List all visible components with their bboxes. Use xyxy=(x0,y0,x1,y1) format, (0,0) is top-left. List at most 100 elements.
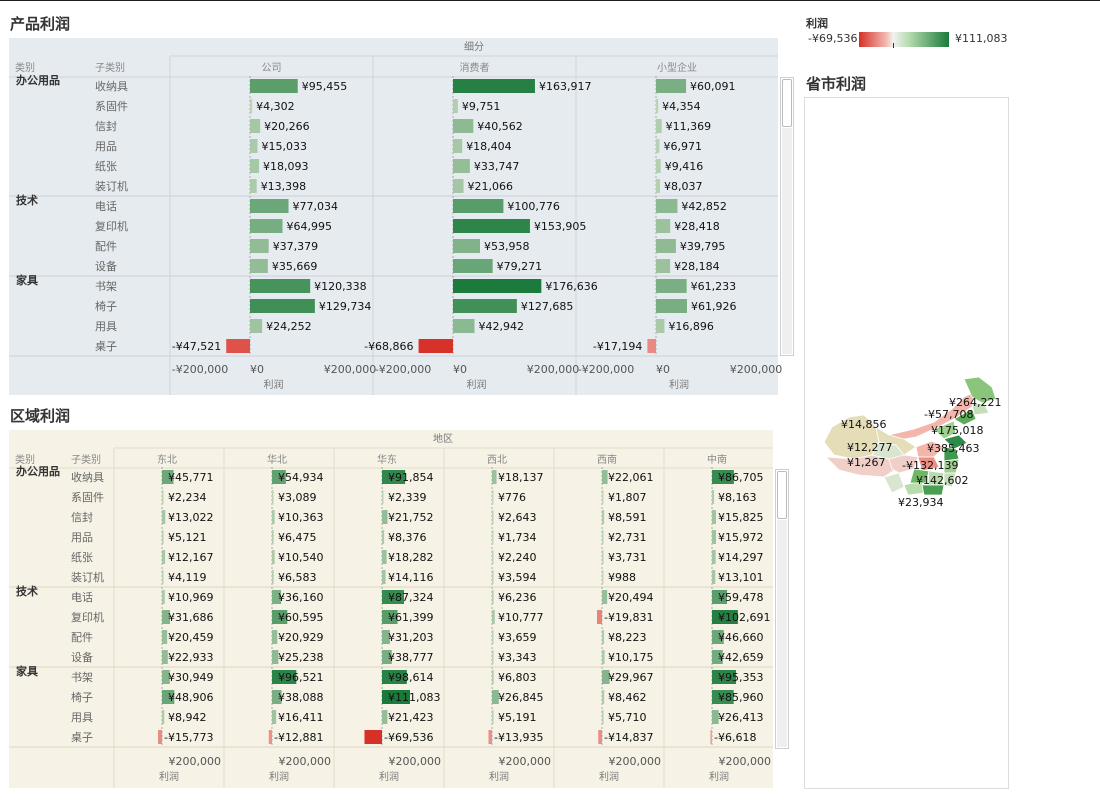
bar[interactable] xyxy=(492,610,495,624)
bar[interactable] xyxy=(602,670,610,684)
bar[interactable] xyxy=(272,490,274,504)
bar[interactable] xyxy=(656,199,678,213)
china-profit-map[interactable]: ¥264,221-¥57,708 ¥175,018 ¥14,856 ¥385,463 ¥… xyxy=(804,97,1009,789)
bar[interactable] xyxy=(162,650,168,664)
bar[interactable] xyxy=(656,139,660,153)
bar[interactable] xyxy=(250,259,268,273)
bar[interactable] xyxy=(268,730,272,744)
bar[interactable] xyxy=(453,159,470,173)
bar[interactable] xyxy=(162,590,165,604)
bar[interactable] xyxy=(712,550,716,564)
bar[interactable] xyxy=(712,710,719,724)
map-frame[interactable] xyxy=(804,97,1009,789)
province-hubei[interactable] xyxy=(917,456,940,472)
bar[interactable] xyxy=(453,319,475,333)
bar[interactable] xyxy=(656,79,687,93)
province-jilin[interactable] xyxy=(971,402,990,416)
bar[interactable] xyxy=(712,670,737,684)
bar[interactable] xyxy=(272,470,286,484)
bar[interactable] xyxy=(453,259,493,273)
bar[interactable] xyxy=(382,490,384,504)
bar[interactable] xyxy=(656,99,659,113)
bar[interactable] xyxy=(602,510,605,524)
bar[interactable] xyxy=(453,239,480,253)
scrollbar-thumb[interactable] xyxy=(777,471,787,519)
bar[interactable] xyxy=(488,730,492,744)
map-regions[interactable] xyxy=(823,376,997,496)
bar[interactable] xyxy=(656,159,661,173)
bar[interactable] xyxy=(492,550,494,564)
bar[interactable] xyxy=(602,570,604,584)
province-inner-mongolia[interactable] xyxy=(888,391,975,440)
bar[interactable] xyxy=(382,670,407,684)
bar[interactable] xyxy=(250,319,263,333)
bar[interactable] xyxy=(453,279,542,293)
bar[interactable] xyxy=(158,730,162,744)
bar[interactable] xyxy=(382,610,398,624)
bar[interactable] xyxy=(382,470,406,484)
bar[interactable] xyxy=(250,139,258,153)
bar[interactable] xyxy=(272,550,275,564)
bar[interactable] xyxy=(656,119,662,133)
bar[interactable] xyxy=(250,279,311,293)
bar[interactable] xyxy=(656,319,665,333)
province-guangdong[interactable] xyxy=(921,484,945,496)
bar[interactable] xyxy=(453,199,504,213)
bar[interactable] xyxy=(162,490,164,504)
bar[interactable] xyxy=(602,590,608,604)
province-liaoning[interactable] xyxy=(953,408,977,426)
bar[interactable] xyxy=(272,610,288,624)
bar[interactable] xyxy=(602,470,608,484)
bar[interactable] xyxy=(656,259,671,273)
bar[interactable] xyxy=(597,610,602,624)
scrollbar-track[interactable] xyxy=(782,128,792,354)
bar[interactable] xyxy=(162,670,170,684)
province-henan[interactable] xyxy=(915,440,945,458)
bar[interactable] xyxy=(382,570,386,584)
bar[interactable] xyxy=(492,630,494,644)
bar[interactable] xyxy=(656,239,676,253)
bar[interactable] xyxy=(162,470,174,484)
bar[interactable] xyxy=(272,630,278,644)
bar[interactable] xyxy=(272,510,275,524)
bar[interactable] xyxy=(250,239,269,253)
bar[interactable] xyxy=(492,510,494,524)
bar[interactable] xyxy=(602,710,604,724)
bar[interactable] xyxy=(272,590,282,604)
bar[interactable] xyxy=(656,219,671,233)
bar[interactable] xyxy=(492,650,494,664)
bar[interactable] xyxy=(272,570,274,584)
bar[interactable] xyxy=(492,570,494,584)
bar[interactable] xyxy=(453,79,535,93)
bar[interactable] xyxy=(382,590,405,604)
bar[interactable] xyxy=(162,550,166,564)
bar[interactable] xyxy=(712,490,715,504)
bar[interactable] xyxy=(602,550,604,564)
province-fujian[interactable] xyxy=(943,472,957,488)
bar[interactable] xyxy=(712,530,717,544)
bar[interactable] xyxy=(162,530,164,544)
bar[interactable] xyxy=(712,590,727,604)
province-hunan[interactable] xyxy=(909,468,930,484)
bar[interactable] xyxy=(418,339,453,353)
bar[interactable] xyxy=(382,710,388,724)
bar[interactable] xyxy=(226,339,250,353)
bar[interactable] xyxy=(656,179,661,193)
bar[interactable] xyxy=(712,570,716,584)
bar[interactable] xyxy=(492,490,494,504)
bar[interactable] xyxy=(453,219,530,233)
bar[interactable] xyxy=(162,630,168,644)
bar[interactable] xyxy=(453,99,458,113)
bar[interactable] xyxy=(602,490,604,504)
bar[interactable] xyxy=(250,199,289,213)
bar[interactable] xyxy=(602,630,605,644)
bar[interactable] xyxy=(250,159,260,173)
bar[interactable] xyxy=(492,590,494,604)
bar[interactable] xyxy=(656,279,687,293)
bar[interactable] xyxy=(712,470,734,484)
bar[interactable] xyxy=(712,650,723,664)
bar[interactable] xyxy=(602,530,604,544)
bar[interactable] xyxy=(712,630,724,644)
bar[interactable] xyxy=(656,299,687,313)
scrollbar-track[interactable] xyxy=(777,520,787,747)
